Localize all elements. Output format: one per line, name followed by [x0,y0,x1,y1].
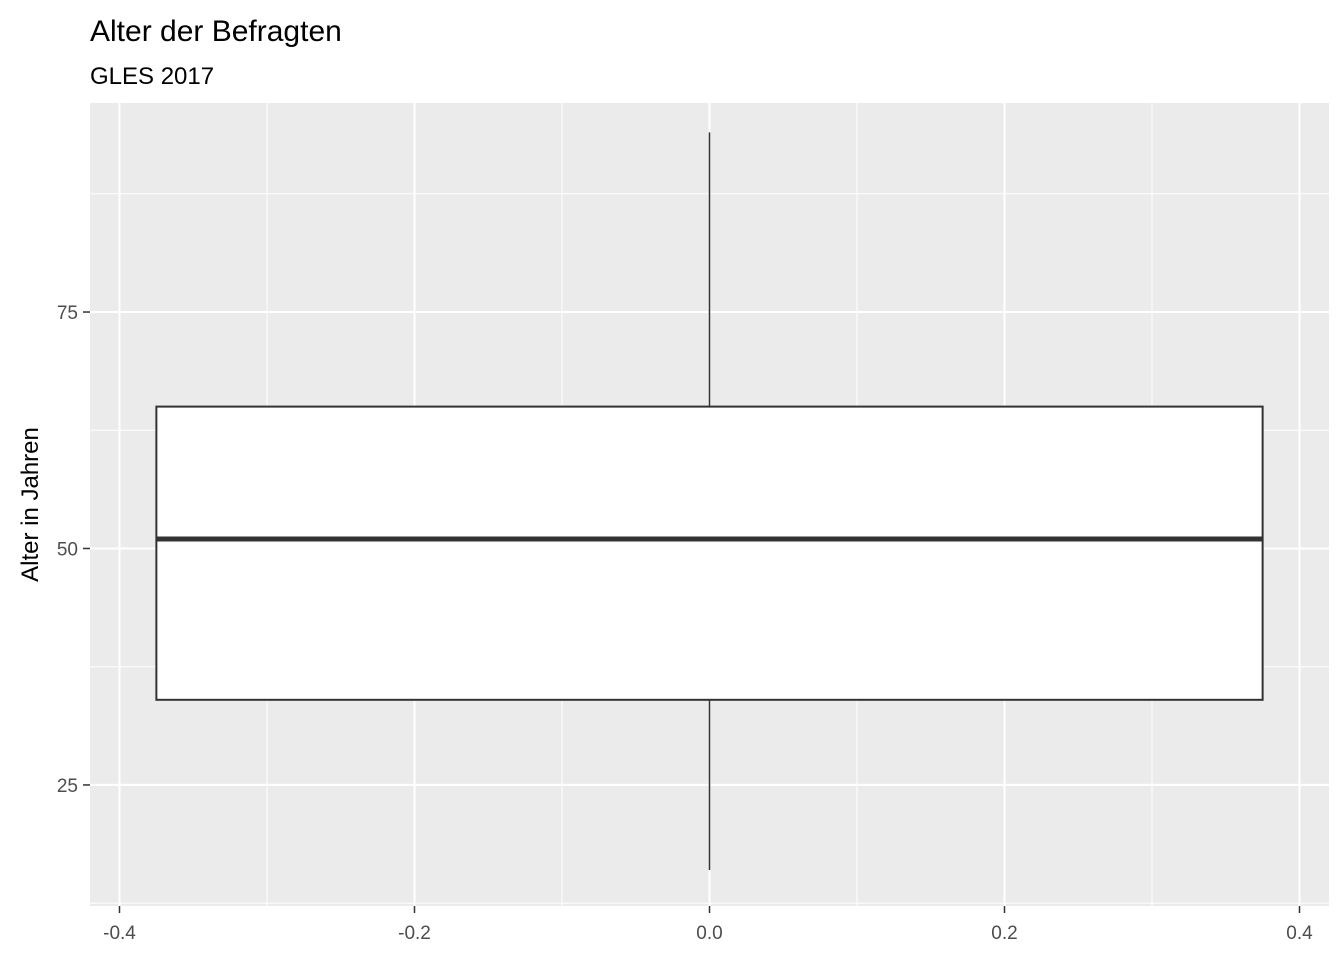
x-tick-label: 0.0 [696,923,722,944]
x-tick-label: -0.4 [103,923,136,944]
chart-subtitle: GLES 2017 [90,63,214,90]
x-tick-label: -0.2 [398,923,431,944]
x-tick-label: 0.4 [1286,923,1313,944]
y-tick-label: 25 [57,776,78,797]
chart-title: Alter der Befragten [90,15,342,48]
y-axis: 25 50 75 [57,303,90,797]
y-tick-label: 50 [57,539,78,560]
x-axis: -0.4 -0.2 0.0 0.2 0.4 [103,906,1313,944]
interquartile-box [155,405,1264,701]
y-tick-label: 75 [57,303,78,324]
boxplot [155,132,1264,871]
x-tick-label: 0.2 [991,923,1017,944]
y-axis-title: Alter in Jahren [17,427,44,582]
